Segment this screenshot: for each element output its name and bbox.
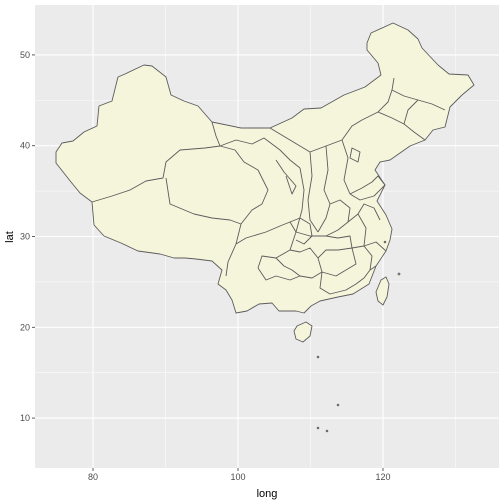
y-tick-label: 50	[20, 50, 30, 60]
island-dot	[397, 272, 401, 276]
y-tick-label: 20	[20, 322, 30, 332]
y-axis-title: lat	[4, 231, 16, 243]
x-axis-title: long	[257, 488, 278, 500]
y-tick-label: 30	[20, 232, 30, 242]
province-borders	[91, 77, 446, 295]
x-axis-ticks: 80 100 120	[88, 468, 391, 482]
country-outline	[55, 22, 475, 314]
y-axis-ticks: 10 20 30 40 50	[20, 50, 35, 423]
taiwan-island	[375, 276, 390, 306]
island-dot	[336, 403, 340, 407]
x-tick-label: 100	[230, 472, 245, 482]
province-polygons	[55, 22, 475, 433]
island-dot	[316, 355, 320, 359]
island-dot	[383, 240, 387, 244]
y-tick-label: 10	[20, 413, 30, 423]
y-tick-label: 40	[20, 141, 30, 151]
hainan-island	[293, 321, 313, 343]
x-tick-label: 80	[88, 472, 98, 482]
island-dot	[316, 426, 320, 430]
x-tick-label: 120	[375, 472, 390, 482]
island-dot	[325, 429, 329, 433]
